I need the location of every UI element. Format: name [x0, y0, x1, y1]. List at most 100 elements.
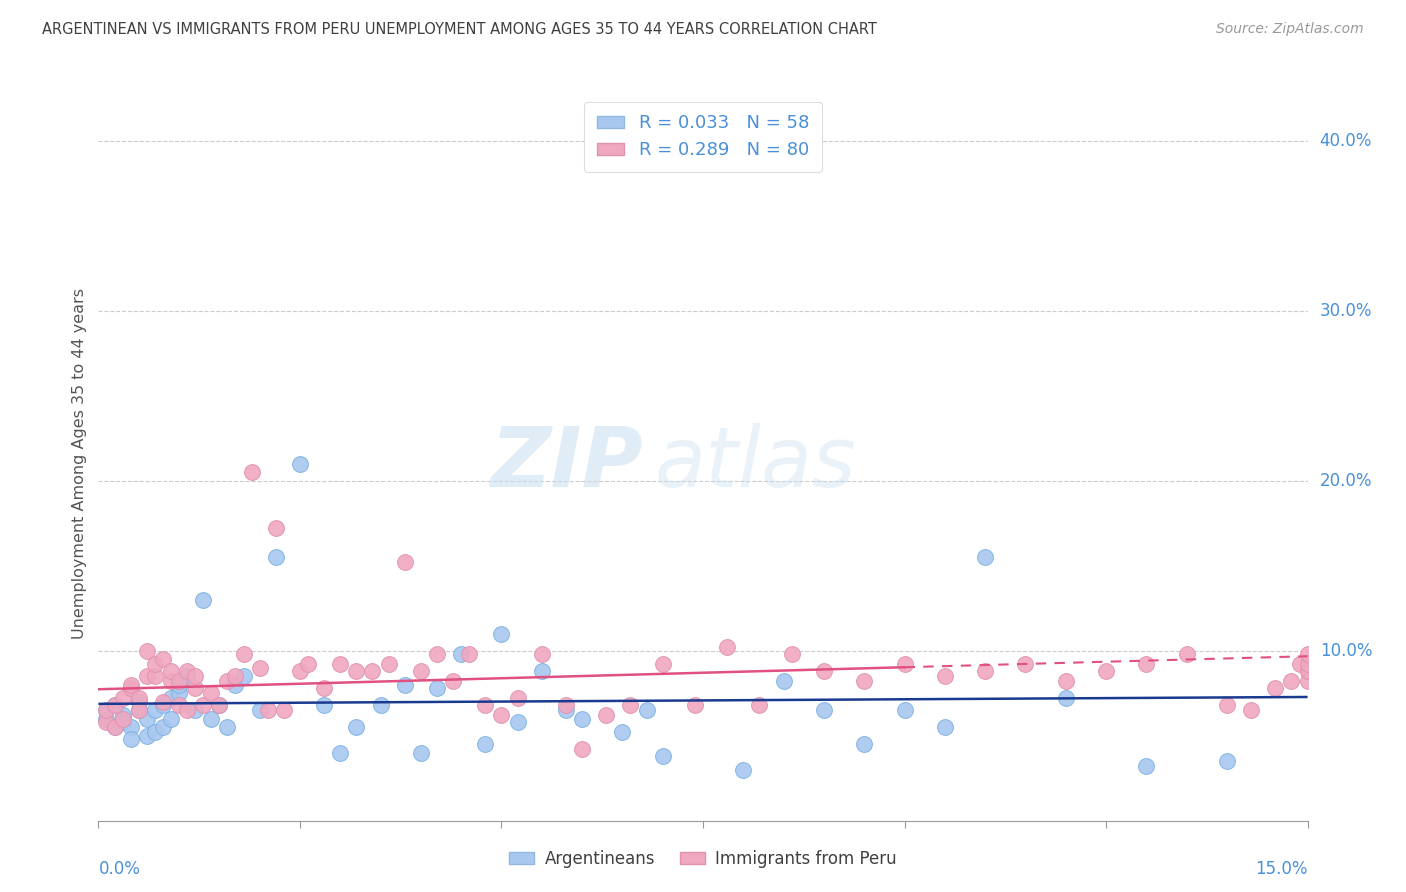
Point: [377, 657, 399, 672]
Point: [120, 732, 142, 747]
Point: [208, 698, 231, 712]
Point: [506, 691, 529, 706]
Point: [329, 657, 352, 672]
Point: [160, 674, 183, 689]
Y-axis label: Unemployment Among Ages 35 to 44 years: Unemployment Among Ages 35 to 44 years: [72, 288, 87, 640]
Text: 20.0%: 20.0%: [1320, 472, 1372, 490]
Point: [1095, 664, 1118, 678]
Point: [474, 698, 496, 712]
Point: [224, 669, 246, 683]
Point: [813, 664, 835, 678]
Point: [143, 703, 166, 717]
Point: [96, 703, 118, 717]
Point: [1264, 681, 1286, 695]
Text: 40.0%: 40.0%: [1320, 132, 1372, 150]
Point: [651, 749, 673, 764]
Point: [780, 647, 803, 661]
Point: [1014, 657, 1036, 672]
Text: ARGENTINEAN VS IMMIGRANTS FROM PERU UNEMPLOYMENT AMONG AGES 35 TO 44 YEARS CORRE: ARGENTINEAN VS IMMIGRANTS FROM PERU UNEM…: [42, 22, 877, 37]
Point: [893, 657, 915, 672]
Point: [176, 703, 198, 717]
Point: [288, 664, 311, 678]
Point: [160, 712, 183, 726]
Point: [1054, 691, 1077, 706]
Point: [619, 698, 641, 712]
Point: [256, 703, 278, 717]
Point: [167, 678, 190, 692]
Point: [853, 737, 876, 751]
Point: [167, 674, 190, 689]
Point: [394, 678, 416, 692]
Point: [297, 657, 319, 672]
Point: [96, 712, 118, 726]
Point: [314, 681, 336, 695]
Point: [103, 698, 125, 712]
Point: [264, 550, 287, 565]
Point: [530, 647, 553, 661]
Point: [555, 698, 578, 712]
Point: [426, 681, 449, 695]
Point: [128, 695, 150, 709]
Point: [184, 703, 207, 717]
Point: [184, 681, 207, 695]
Point: [224, 678, 246, 692]
Point: [491, 626, 513, 640]
Point: [491, 708, 513, 723]
Point: [595, 708, 617, 723]
Point: [103, 720, 125, 734]
Point: [716, 640, 738, 655]
Point: [200, 686, 222, 700]
Point: [974, 550, 997, 565]
Point: [176, 664, 198, 678]
Point: [135, 712, 157, 726]
Point: [288, 457, 311, 471]
Point: [120, 720, 142, 734]
Point: [152, 698, 174, 712]
Point: [167, 698, 190, 712]
Point: [748, 698, 770, 712]
Point: [1296, 664, 1319, 678]
Point: [1296, 674, 1319, 689]
Point: [1175, 647, 1198, 661]
Point: [314, 698, 336, 712]
Point: [176, 669, 198, 683]
Legend: R = 0.033   N = 58, R = 0.289   N = 80: R = 0.033 N = 58, R = 0.289 N = 80: [585, 102, 821, 172]
Point: [1281, 674, 1303, 689]
Point: [344, 720, 367, 734]
Point: [273, 703, 295, 717]
Point: [474, 737, 496, 751]
Text: 10.0%: 10.0%: [1320, 641, 1372, 660]
Point: [651, 657, 673, 672]
Point: [636, 703, 658, 717]
Point: [361, 664, 384, 678]
Text: 0.0%: 0.0%: [98, 860, 141, 878]
Point: [394, 555, 416, 569]
Point: [772, 674, 794, 689]
Point: [264, 521, 287, 535]
Point: [152, 652, 174, 666]
Point: [128, 703, 150, 717]
Point: [329, 746, 352, 760]
Point: [217, 720, 239, 734]
Point: [893, 703, 915, 717]
Point: [683, 698, 706, 712]
Point: [111, 715, 134, 730]
Point: [96, 715, 118, 730]
Point: [249, 703, 271, 717]
Text: ZIP: ZIP: [489, 424, 643, 504]
Point: [1054, 674, 1077, 689]
Text: 30.0%: 30.0%: [1320, 301, 1372, 320]
Point: [232, 669, 254, 683]
Point: [1296, 657, 1319, 672]
Point: [103, 720, 125, 734]
Point: [184, 669, 207, 683]
Point: [555, 703, 578, 717]
Point: [135, 644, 157, 658]
Point: [193, 592, 215, 607]
Point: [530, 664, 553, 678]
Point: [111, 708, 134, 723]
Point: [853, 674, 876, 689]
Point: [571, 712, 593, 726]
Point: [152, 695, 174, 709]
Point: [1216, 698, 1239, 712]
